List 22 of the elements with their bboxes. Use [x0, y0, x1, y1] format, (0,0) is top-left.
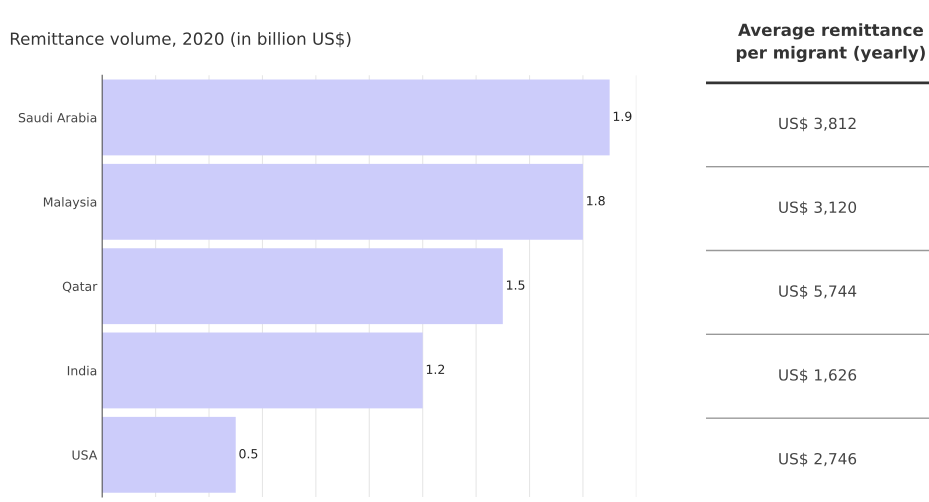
data-label: 0.5 — [239, 448, 258, 458]
data-label: 1.9 — [614, 112, 632, 122]
bar — [102, 332, 423, 408]
text: US$ 2,746 — [779, 452, 856, 467]
text: US$ 5,744 — [779, 285, 856, 299]
data-label: 1.8 — [587, 196, 605, 206]
bar — [102, 248, 503, 324]
bar — [102, 80, 610, 156]
text: US$ 1,626 — [779, 368, 856, 383]
bar — [102, 164, 583, 240]
y-tick-label: Qatar — [62, 282, 98, 292]
y-tick-label: Saudi Arabia — [18, 112, 96, 122]
y-tick-label: Malaysia — [44, 197, 96, 210]
chart-title: Remittance volume, 2020 (in billion US$) — [10, 32, 350, 48]
data-label: 1.5 — [506, 280, 524, 290]
text: Average remittance per migrant (yearly) — [736, 23, 925, 62]
text: US$ 3,812 — [779, 117, 856, 132]
text: US$ 3,120 — [779, 201, 856, 216]
bar — [102, 416, 236, 493]
y-tick-label: USA — [72, 450, 98, 460]
y-tick-label: India — [68, 366, 96, 376]
data-label: 1.2 — [426, 364, 444, 374]
